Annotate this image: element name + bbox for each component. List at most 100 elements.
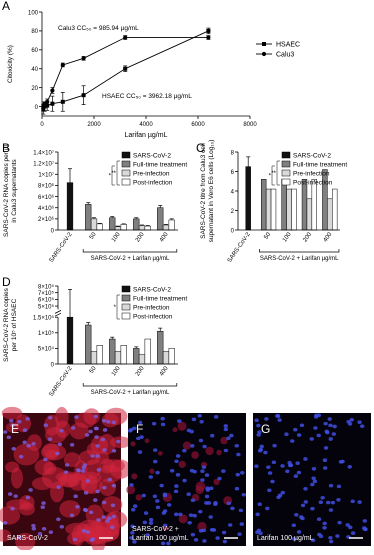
nucleus [70,426,76,430]
bar [90,351,98,365]
nucleus [167,503,172,507]
nucleus [347,422,353,426]
nucleus [81,469,86,473]
nucleus [139,435,144,439]
legend-swatch [121,160,131,168]
group-label: SARS-CoV-2 + Larifan µg/mL [91,256,170,262]
group-bracket [82,249,178,253]
group-label: SARS-CoV-2 + Larifan µg/mL [260,256,339,262]
legend-swatch [121,285,131,293]
nucleus [337,520,342,525]
nucleus [221,469,226,473]
nucleus [182,448,187,453]
nucleus [303,486,308,491]
infected-cell [1,406,23,420]
bar [331,188,338,231]
red-signal [205,446,214,456]
y-tick-label: 0 [35,105,39,111]
nucleus [64,463,70,467]
nucleus [310,506,315,511]
nucleus [259,444,264,449]
legend-label: Post-infection [133,314,173,321]
red-signal [220,436,228,445]
nucleus [131,507,136,512]
nucleus [254,418,259,423]
nucleus [335,534,340,538]
nucleus [148,521,154,525]
nucleus [347,464,352,469]
nucleus [198,438,204,443]
nucleus [284,432,289,437]
nucleus [285,469,290,474]
nucleus [236,452,241,457]
nucleus [336,497,341,502]
infected-cell [19,495,35,511]
significance-label: * [269,174,272,180]
nucleus [210,433,215,438]
bar [120,224,127,231]
nucleus [209,486,214,491]
nucleus [111,420,117,425]
nucleus [188,513,194,517]
nucleus [96,468,102,472]
legend-swatch [121,178,131,186]
nucleus [200,469,205,474]
significance-label: * [109,174,112,180]
y-axis-label: in Calu3 supernatants [11,159,18,223]
x-tick-label: 4000 [139,122,153,128]
nucleus [132,540,137,544]
nucleus [326,500,331,505]
nucleus [59,525,65,529]
nucleus [322,458,328,462]
bar [327,198,333,231]
nucleus [2,430,8,434]
y-axis-label: SARS-CoV-2 titre from Calu3 cell [200,143,207,239]
y-tick-label: 1.4×10⁷ [33,149,54,156]
nucleus [155,499,160,503]
nucleus [360,424,365,428]
legend-swatch [281,160,291,168]
nucleus [205,486,210,490]
nucleus [136,436,141,441]
nucleus [294,513,299,517]
nucleus [202,444,207,449]
bar [168,348,175,365]
bar [157,330,164,365]
nucleus [223,448,229,453]
nucleus [332,424,337,429]
infected-cell [83,408,100,425]
group-label: SARS-CoV-2 + Larifan µg/mL [91,390,170,396]
micrograph-background [253,413,371,546]
nucleus [10,506,15,511]
nucleus [340,459,345,464]
nucleus [141,493,146,498]
nucleus [40,505,45,510]
marker [50,101,55,106]
nucleus [310,538,316,543]
nucleus [296,530,302,534]
nucleus [178,512,183,517]
nucleus [299,423,305,428]
significance-bracket [271,165,275,186]
nucleus [18,454,24,459]
y-tick-label: 4×10⁶ [38,205,55,212]
nucleus [127,428,133,433]
bar [138,225,146,231]
nucleus [190,444,195,448]
nucleus [107,516,112,521]
nucleus [202,539,207,543]
nucleus [336,484,342,489]
nucleus [37,531,43,536]
red-signal [135,494,142,501]
bar [96,223,103,231]
nucleus [151,421,157,426]
legend-label: Full-time treatment [133,162,187,169]
legend-label: SARS-CoV-2 [133,287,171,294]
nucleus [182,478,187,483]
nucleus [148,475,153,479]
nucleus [76,468,81,472]
y-axis-label: SARS-CoV-2 RNA copies [3,287,10,361]
legend-label: Calu3 [276,52,294,59]
bar [270,188,277,231]
x-tick-label: SARS-CoV-2 [49,365,74,398]
